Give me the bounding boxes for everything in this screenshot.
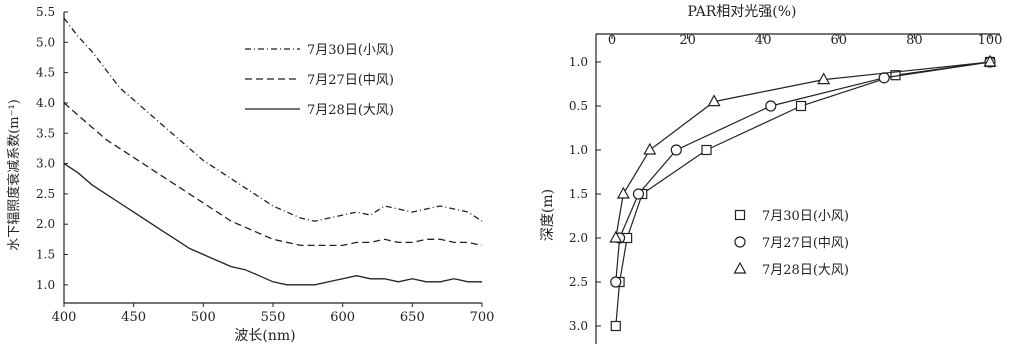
par-legend-label: 7月30日(小风) xyxy=(762,209,849,224)
data-point xyxy=(734,209,746,221)
par-axes xyxy=(595,33,1000,344)
attenuation-legend-label: 7月28日(大风) xyxy=(307,103,394,118)
data-point xyxy=(643,142,657,155)
par-legend-label: 7月28日(大风) xyxy=(762,263,849,278)
par-x-tick-label: 40 xyxy=(755,33,772,48)
par-ticks: 0 20 40 60 80 100 1.0 0.5 1.0 1.5 2.0 2.5 3.0 xyxy=(569,33,1003,333)
attenuation-y-tick-label: 2.5 xyxy=(36,187,55,201)
attenuation-y-axis-label: 水下辐照度衰减系数(m⁻¹) xyxy=(6,99,22,251)
data-point xyxy=(616,186,630,199)
par-y-tick-label: 1.0 xyxy=(569,143,588,157)
attenuation-y-tick-label: 4.0 xyxy=(36,96,55,110)
attenuation-series-line xyxy=(63,163,482,286)
attenuation-y-tick-label: 3.0 xyxy=(36,157,55,171)
par-y-tick-label: 0.5 xyxy=(569,99,588,113)
data-point xyxy=(817,72,831,85)
par-x-tick-label: 80 xyxy=(906,33,923,48)
data-point xyxy=(765,100,777,112)
attenuation-chart: 400 450 500 550 600 650 700 1.0 1.5 2.0 2.5 3.0 3.5 4… xyxy=(6,5,494,344)
attenuation-series-line xyxy=(63,17,483,222)
par-chart: 0 20 40 60 80 100 1.0 0.5 1.0 1.5 2.0 2.5 3.0 PAR相对光… xyxy=(540,4,1002,344)
par-series-line xyxy=(615,61,991,239)
attenuation-y-tick-label: 4.5 xyxy=(36,66,55,80)
attenuation-y-tick-label: 5.0 xyxy=(36,35,55,49)
attenuation-axes xyxy=(63,12,482,304)
attenuation-y-tick-label: 2.0 xyxy=(36,217,55,231)
data-point xyxy=(795,100,807,112)
attenuation-y-tick-label: 1.5 xyxy=(36,248,55,262)
attenuation-y-tick-label: 3.5 xyxy=(36,126,55,140)
data-point xyxy=(670,144,682,156)
data-point xyxy=(733,261,747,274)
attenuation-x-tick-label: 600 xyxy=(330,310,355,325)
data-point xyxy=(878,72,890,84)
data-point xyxy=(707,94,721,107)
par-series-group xyxy=(609,54,997,332)
data-point xyxy=(701,144,712,156)
par-y-axis-label: 深度(m) xyxy=(540,189,556,241)
data-point xyxy=(609,230,623,243)
attenuation-ticks: 400 450 500 550 600 650 700 1.0 1.5 2.0 2.5 3.0 3.5 4… xyxy=(36,5,494,325)
attenuation-y-tick-label: 1.0 xyxy=(36,278,55,292)
par-x-tick-label: 100 xyxy=(978,33,1003,48)
attenuation-x-axis-label: 波长(nm) xyxy=(234,328,295,344)
data-point xyxy=(983,54,997,67)
par-x-tick-label: 20 xyxy=(679,33,696,48)
data-point xyxy=(632,188,645,200)
attenuation-series-group xyxy=(63,17,483,286)
attenuation-legend-label: 7月27日(中风) xyxy=(307,73,394,88)
attenuation-x-tick-label: 550 xyxy=(261,310,286,325)
par-y-tick-label: 2.0 xyxy=(569,231,588,245)
attenuation-y-tick-label: 5.5 xyxy=(36,5,55,19)
par-x-axis-label: PAR相对光强(%) xyxy=(687,4,796,20)
attenuation-x-tick-label: 700 xyxy=(470,310,495,325)
par-y-tick-label: 1.0 xyxy=(569,55,588,69)
par-legend-label: 7月27日(中风) xyxy=(762,236,849,251)
par-x-tick-label: 0 xyxy=(608,33,616,48)
par-legend: 7月30日(小风) 7月27日(中风) 7月28日(大风) xyxy=(733,209,849,278)
attenuation-x-tick-label: 450 xyxy=(121,310,146,325)
par-y-tick-label: 1.5 xyxy=(569,187,588,201)
attenuation-legend-label: 7月30日(小风) xyxy=(307,43,394,58)
data-point xyxy=(610,276,622,288)
attenuation-x-tick-label: 400 xyxy=(52,310,77,325)
attenuation-legend: 7月30日(小风) 7月27日(中风) 7月28日(大风) xyxy=(245,43,394,118)
attenuation-x-tick-label: 650 xyxy=(400,310,425,325)
data-point xyxy=(734,236,746,248)
par-y-tick-label: 2.5 xyxy=(569,275,588,289)
data-point xyxy=(610,320,621,332)
attenuation-x-tick-label: 500 xyxy=(191,310,216,325)
par-y-tick-label: 3.0 xyxy=(569,319,588,333)
par-x-tick-label: 60 xyxy=(831,33,848,48)
attenuation-series-line xyxy=(63,102,483,247)
